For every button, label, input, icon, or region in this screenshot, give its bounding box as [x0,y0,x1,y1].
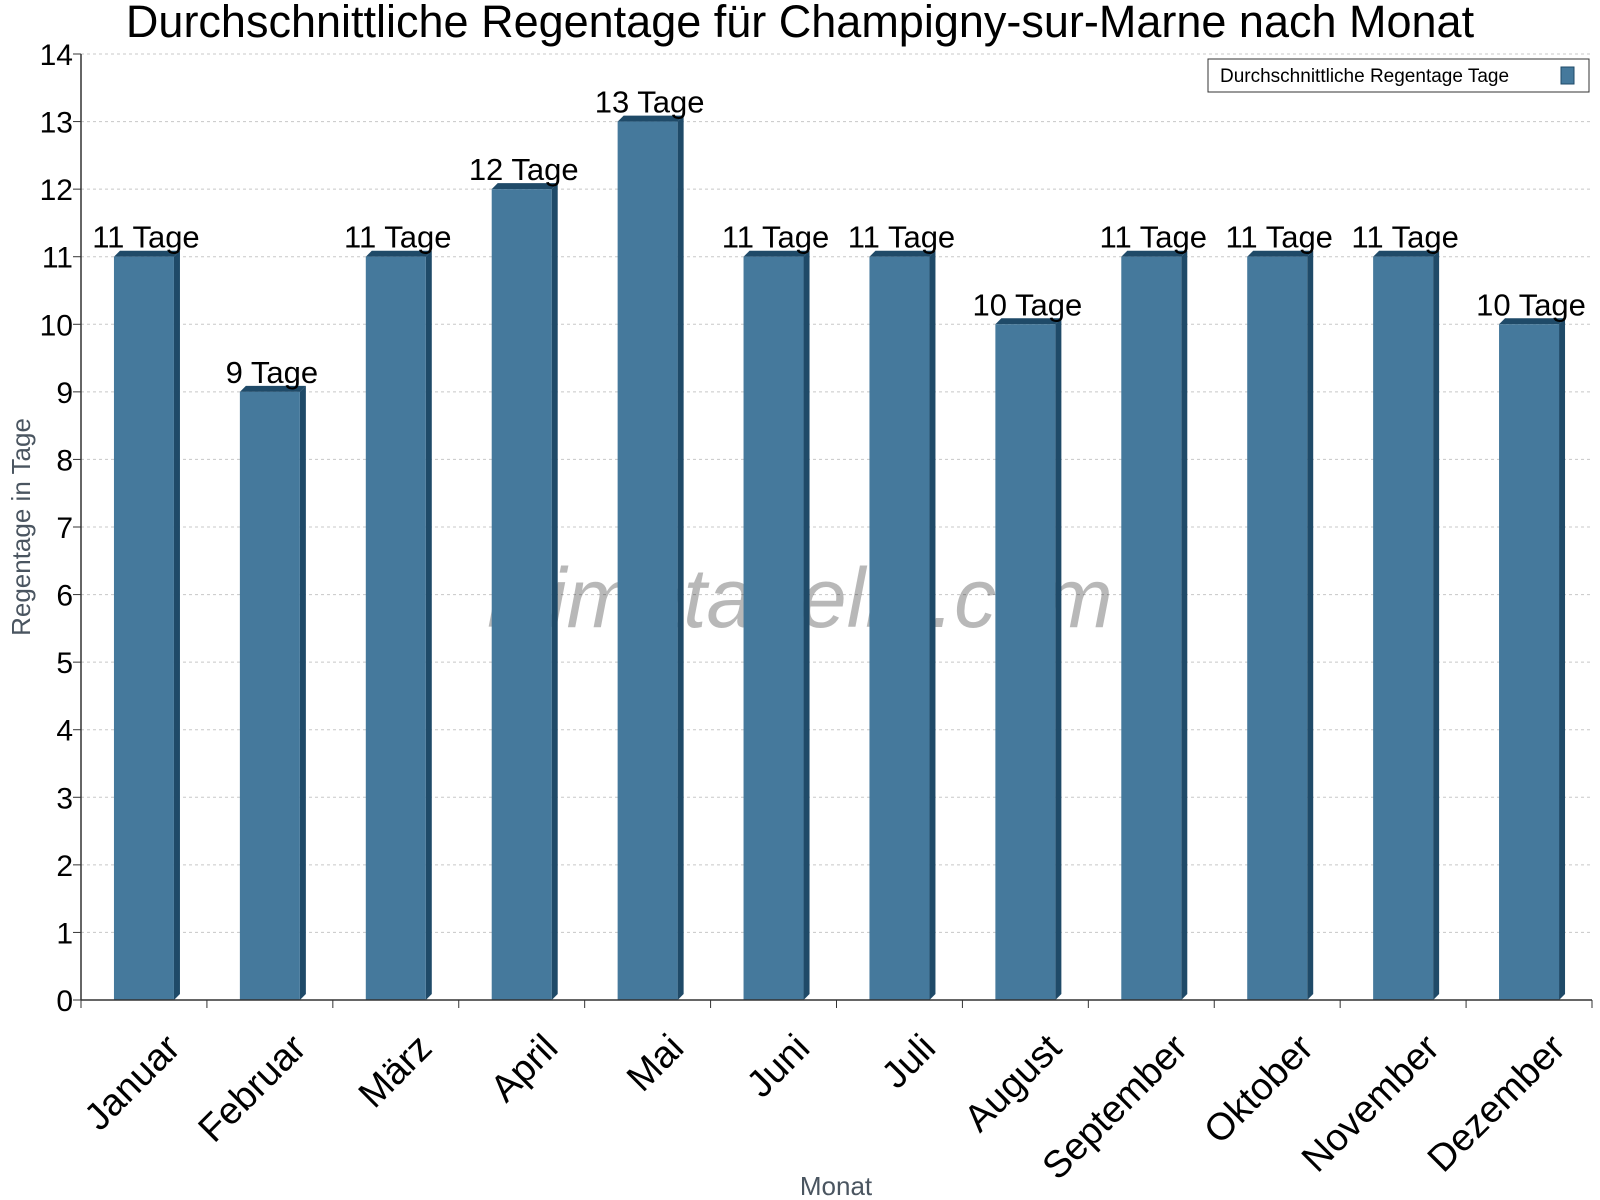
y-tick-label: 1 [56,917,73,950]
bar [869,256,930,1000]
y-tick-label: 13 [40,107,73,140]
y-tick-label: 3 [56,782,73,815]
bar-side [299,385,306,1000]
y-tick-label: 12 [40,174,73,207]
chart-title: Durchschnittliche Regentage für Champign… [126,0,1475,47]
data-label: 13 Tage [595,85,705,120]
bar [1247,256,1308,1000]
bar-top [617,115,684,122]
bar-side [551,183,558,1001]
data-label: 11 Tage [1351,220,1458,255]
bar-side [929,250,936,1000]
bar-top [995,318,1062,325]
bar-top [743,250,810,257]
bar-side [677,115,684,1001]
bar-top [1121,250,1188,257]
x-tick-label: März [351,1027,440,1116]
data-labels: 11 Tage 9 Tage 11 Tage 12 Tage 13 Tage 11 Tag… [92,85,1586,390]
x-tick-label: Dezember [1420,1027,1574,1181]
y-tick-label: 14 [40,39,73,72]
y-tick-label: 8 [56,444,73,477]
bar-top [1247,250,1314,257]
bar-top [491,183,558,190]
data-label: 11 Tage [1225,220,1332,255]
bar-top [869,250,936,257]
y-tick-label: 4 [56,715,73,748]
legend-box [1207,58,1590,93]
x-tick-label: November [1294,1027,1448,1181]
x-axis-title: Monat [800,1171,873,1200]
bar [1373,256,1434,1000]
bar-side [1307,250,1314,1000]
data-label: 11 Tage [1100,220,1207,255]
x-tick-label: Juli [874,1027,944,1097]
bar-top [1499,318,1566,325]
bar-side [1559,318,1566,1000]
bar-side [1055,318,1062,1000]
legend-label: Durchschnittliche Regentage Tage [1220,66,1509,87]
data-label: 10 Tage [1476,287,1586,322]
x-tick-label: Oktober [1196,1027,1322,1153]
bar-side [1181,250,1188,1000]
data-label: 10 Tage [972,287,1082,322]
data-label: 12 Tage [469,152,579,187]
y-tick-label: 6 [56,580,73,613]
x-tick-label: August [957,1027,1071,1141]
bar [1499,324,1560,1000]
y-tick-label: 10 [40,309,73,342]
x-tick-label: Juni [739,1027,818,1106]
grid [81,53,1592,933]
y-tick-label: 5 [56,647,73,680]
bar [113,256,174,1000]
bar [995,324,1056,1000]
bar [743,256,804,1000]
data-label: 11 Tage [722,220,829,255]
bar [365,256,426,1000]
bar-top [365,250,432,257]
y-tick-label: 2 [56,850,73,883]
bars [113,115,1566,1001]
x-tick-label: Januar [77,1027,189,1139]
bar [239,391,300,1000]
legend-swatch [1560,66,1575,85]
data-label: 9 Tage [226,355,319,390]
bar-top [113,250,180,257]
data-label: 11 Tage [848,220,955,255]
bar-side [1433,250,1440,1000]
y-tick-label: 0 [56,985,73,1018]
bar [617,121,678,1001]
bar-side [173,250,180,1000]
bar-top [239,385,306,392]
y-tick-label: 7 [56,512,73,545]
x-tick-label: April [483,1027,566,1110]
bar-top [1373,250,1440,257]
bar [1121,256,1182,1000]
y-axis-title: Regentage in Tage [6,418,36,636]
y-tick-label: 11 [42,242,73,275]
data-label: 11 Tage [92,220,199,255]
y-tick-label: 9 [56,377,73,410]
legend: Durchschnittliche Regentage Tage [1207,58,1590,93]
data-label: 11 Tage [344,220,451,255]
x-tick-label: Februar [191,1027,315,1151]
x-tick-label: Mai [619,1027,692,1100]
bar-side [803,250,810,1000]
bar-side [425,250,432,1000]
bar [491,189,552,1001]
